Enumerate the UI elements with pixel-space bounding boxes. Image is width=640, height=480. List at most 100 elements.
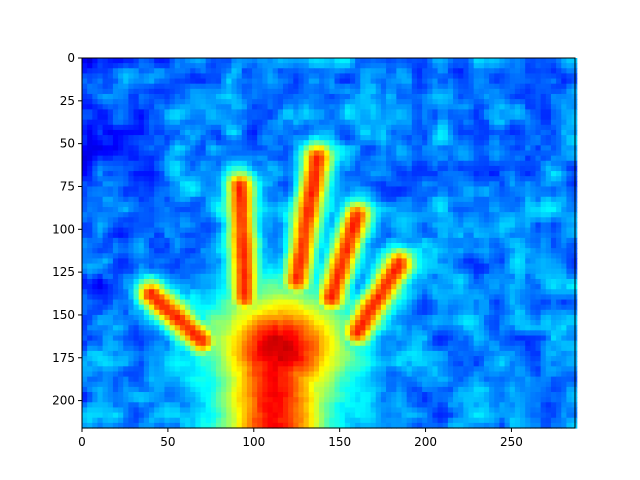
heatmap-cell xyxy=(174,93,181,100)
heatmap-cell xyxy=(226,124,233,131)
heatmap-cell xyxy=(370,237,377,244)
heatmap-cell xyxy=(215,104,222,110)
heatmap-cell xyxy=(550,314,557,321)
heatmap-cell xyxy=(195,248,202,254)
heatmap-cell xyxy=(514,222,521,229)
heatmap-cell xyxy=(257,217,263,224)
heatmap-cell xyxy=(499,145,506,152)
heatmap-cell xyxy=(210,304,217,311)
heatmap-cell xyxy=(483,186,490,193)
heatmap-cell xyxy=(293,232,300,239)
heatmap-cell xyxy=(169,294,176,301)
heatmap-cell xyxy=(164,114,171,121)
heatmap-cell xyxy=(92,289,99,295)
heatmap-cell xyxy=(298,248,305,254)
heatmap-cell xyxy=(97,99,104,105)
heatmap-cell xyxy=(406,309,413,316)
heatmap-cell xyxy=(298,201,305,208)
heatmap-cell xyxy=(458,186,464,193)
heatmap-cell xyxy=(293,99,300,105)
heatmap-cell xyxy=(540,165,547,172)
heatmap-cell xyxy=(272,140,279,146)
heatmap-cell xyxy=(453,212,459,218)
heatmap-cell xyxy=(545,299,552,306)
heatmap-cell xyxy=(365,88,372,95)
heatmap-cell xyxy=(473,135,480,141)
heatmap-cell xyxy=(226,150,233,157)
heatmap-cell xyxy=(571,135,578,141)
heatmap-cell xyxy=(561,314,568,321)
heatmap-cell xyxy=(545,124,552,131)
heatmap-cell xyxy=(241,176,248,182)
heatmap-cell xyxy=(154,78,160,85)
heatmap-cell xyxy=(432,104,439,110)
heatmap-cell xyxy=(355,104,361,110)
heatmap-cell xyxy=(344,320,351,326)
heatmap-cell xyxy=(370,114,377,121)
heatmap-cell xyxy=(561,268,568,275)
heatmap-cell xyxy=(355,227,361,234)
heatmap-cell xyxy=(128,176,135,182)
heatmap-cell xyxy=(556,237,562,244)
heatmap-cell xyxy=(303,186,310,193)
heatmap-cell xyxy=(468,263,475,270)
heatmap-cell xyxy=(550,253,557,260)
heatmap-cell xyxy=(360,135,367,141)
heatmap-cell xyxy=(447,58,454,64)
heatmap-cell xyxy=(195,268,202,275)
heatmap-cell xyxy=(231,160,238,167)
heatmap-cell xyxy=(514,243,521,249)
heatmap-cell xyxy=(540,109,547,116)
heatmap-cell xyxy=(406,237,413,244)
heatmap-cell xyxy=(561,73,568,80)
heatmap-cell xyxy=(540,304,547,311)
heatmap-cell xyxy=(267,124,274,131)
heatmap-cell xyxy=(344,73,351,80)
heatmap-cell xyxy=(252,140,258,146)
heatmap-cell xyxy=(82,207,88,213)
heatmap-cell xyxy=(432,294,439,301)
heatmap-cell xyxy=(483,289,490,295)
heatmap-cell xyxy=(566,114,573,121)
heatmap-cell xyxy=(545,201,552,208)
heatmap-cell xyxy=(288,201,294,208)
heatmap-cell xyxy=(509,268,516,275)
heatmap-cell xyxy=(458,140,464,146)
heatmap-cell xyxy=(463,212,470,218)
heatmap-cell xyxy=(324,299,330,306)
heatmap-cell xyxy=(375,93,382,100)
heatmap-cell xyxy=(360,196,367,203)
heatmap-cell xyxy=(92,309,99,316)
heatmap-cell xyxy=(133,78,140,85)
heatmap-cell xyxy=(118,129,124,136)
heatmap-cell xyxy=(447,201,454,208)
heatmap-cell xyxy=(293,140,300,146)
heatmap-cell xyxy=(308,237,315,244)
heatmap-cell xyxy=(231,248,238,254)
heatmap-cell xyxy=(205,129,212,136)
heatmap-cell xyxy=(319,99,325,105)
heatmap-cell xyxy=(463,222,470,229)
heatmap-cell xyxy=(215,273,222,280)
heatmap-cell xyxy=(303,88,310,95)
heatmap-cell xyxy=(365,140,372,146)
heatmap-cell xyxy=(236,196,243,203)
heatmap-cell xyxy=(128,212,135,218)
heatmap-cell xyxy=(128,145,135,152)
heatmap-cell xyxy=(303,212,310,218)
heatmap-cell xyxy=(159,63,166,69)
heatmap-cell xyxy=(154,114,160,121)
heatmap-cell xyxy=(411,196,418,203)
heatmap-cell xyxy=(92,278,99,285)
heatmap-cell xyxy=(267,114,274,121)
heatmap-cell xyxy=(556,289,562,295)
heatmap-cell xyxy=(154,186,160,193)
heatmap-cell xyxy=(205,124,212,131)
heatmap-cell xyxy=(416,248,423,254)
heatmap-cell xyxy=(128,207,135,213)
heatmap-cell xyxy=(185,155,191,162)
heatmap-cell xyxy=(272,289,279,295)
heatmap-cell xyxy=(453,289,459,295)
heatmap-cell xyxy=(87,58,93,64)
heatmap-cell xyxy=(499,119,506,126)
